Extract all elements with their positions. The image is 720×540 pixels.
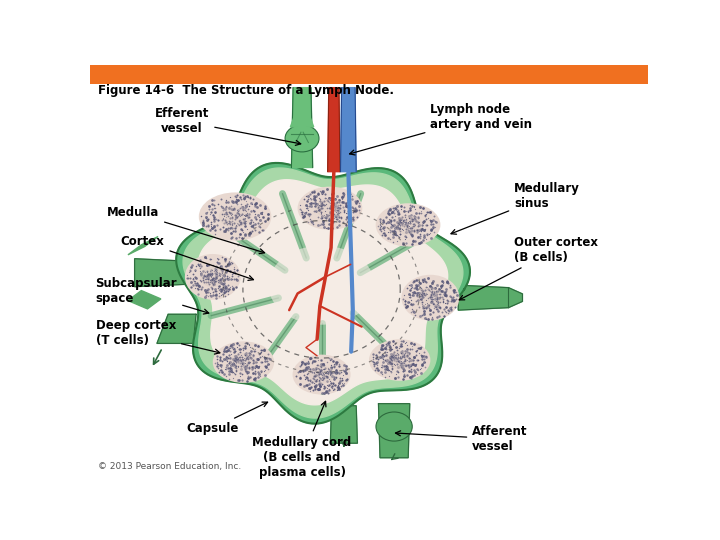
Ellipse shape xyxy=(292,355,351,395)
Ellipse shape xyxy=(285,125,319,152)
Ellipse shape xyxy=(213,341,274,383)
Polygon shape xyxy=(341,87,356,172)
Polygon shape xyxy=(128,291,161,309)
Ellipse shape xyxy=(315,199,344,218)
Text: Lymph node
artery and vein: Lymph node artery and vein xyxy=(350,103,532,155)
Text: Outer cortex
(B cells): Outer cortex (B cells) xyxy=(459,236,598,300)
Ellipse shape xyxy=(376,412,413,441)
Polygon shape xyxy=(183,168,463,418)
Ellipse shape xyxy=(376,203,441,246)
Text: Deep cortex
(T cells): Deep cortex (T cells) xyxy=(96,319,220,354)
Polygon shape xyxy=(176,163,470,424)
Polygon shape xyxy=(379,404,410,458)
Text: © 2013 Pearson Education, Inc.: © 2013 Pearson Education, Inc. xyxy=(99,462,242,471)
Ellipse shape xyxy=(219,206,251,227)
Polygon shape xyxy=(330,406,357,443)
Polygon shape xyxy=(290,112,314,127)
Ellipse shape xyxy=(394,215,423,234)
Text: Figure 14-6  The Structure of a Lymph Node.: Figure 14-6 The Structure of a Lymph Nod… xyxy=(99,84,395,97)
Ellipse shape xyxy=(418,287,444,308)
Polygon shape xyxy=(328,87,340,172)
Ellipse shape xyxy=(308,366,335,383)
Ellipse shape xyxy=(199,192,271,241)
Polygon shape xyxy=(128,237,158,255)
Ellipse shape xyxy=(401,275,459,321)
Text: Capsule: Capsule xyxy=(186,402,268,435)
Ellipse shape xyxy=(386,350,413,369)
Polygon shape xyxy=(157,314,196,343)
Ellipse shape xyxy=(200,267,225,287)
Ellipse shape xyxy=(297,187,362,230)
Polygon shape xyxy=(292,87,312,167)
Ellipse shape xyxy=(185,254,240,300)
Text: Medullary
sinus: Medullary sinus xyxy=(451,182,580,234)
Text: Cortex: Cortex xyxy=(121,235,253,280)
Polygon shape xyxy=(508,288,523,308)
Ellipse shape xyxy=(269,246,374,325)
Polygon shape xyxy=(135,259,185,287)
Polygon shape xyxy=(199,180,448,405)
Bar xyxy=(90,65,648,84)
Ellipse shape xyxy=(369,339,431,381)
Text: Subcapsular
space: Subcapsular space xyxy=(96,278,209,314)
Text: Efferent
vessel: Efferent vessel xyxy=(155,107,301,145)
Text: Afferent
vessel: Afferent vessel xyxy=(395,425,528,453)
Ellipse shape xyxy=(230,353,257,372)
Polygon shape xyxy=(458,285,508,310)
Text: Medulla: Medulla xyxy=(107,206,264,254)
Text: Medullary cord
(B cells and
plasma cells): Medullary cord (B cells and plasma cells… xyxy=(253,401,351,479)
